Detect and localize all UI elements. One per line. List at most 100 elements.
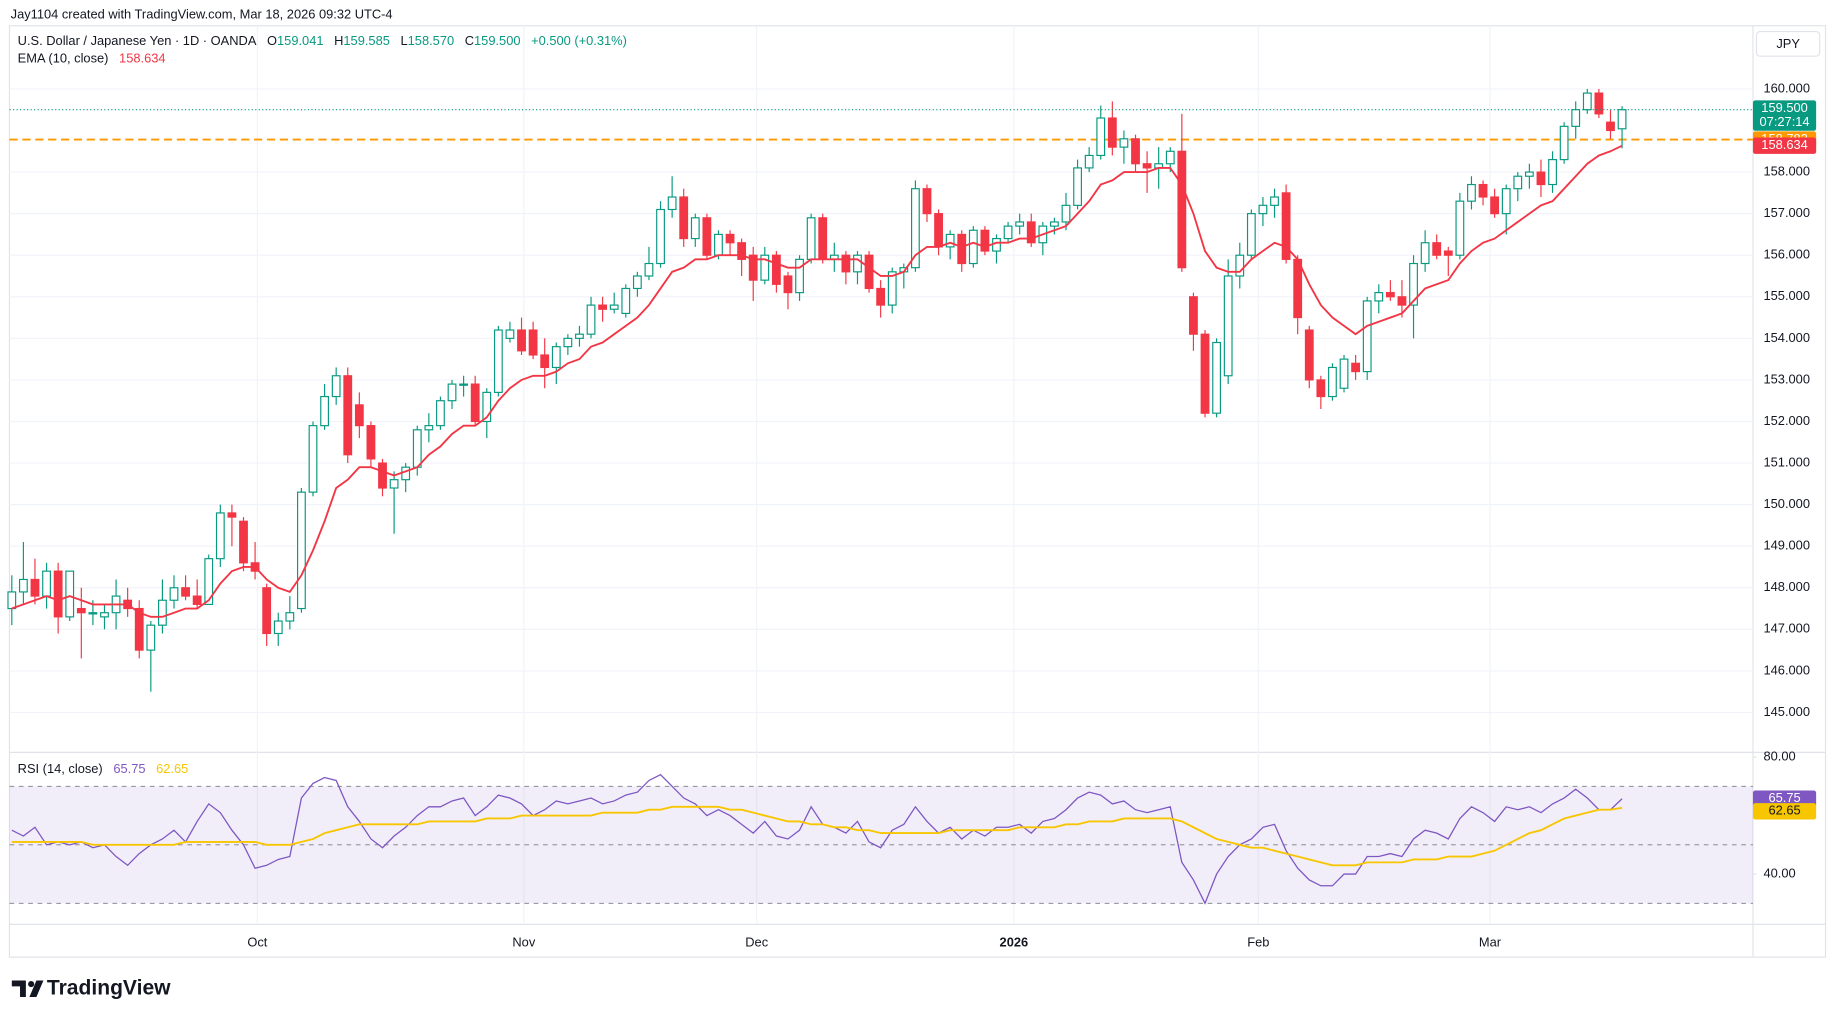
candle-body xyxy=(1374,292,1384,302)
y-tick-label: 152.000 xyxy=(1763,413,1809,428)
candle-body xyxy=(945,233,955,248)
candle-body xyxy=(540,354,550,369)
candle-body xyxy=(366,425,376,460)
candle-body xyxy=(1258,204,1268,215)
currency-button[interactable] xyxy=(1755,31,1821,57)
candle-body xyxy=(215,512,225,560)
candle-body xyxy=(1467,183,1476,202)
candle-body xyxy=(262,587,272,635)
candle-body xyxy=(864,254,874,290)
x-tick-label: Mar xyxy=(1479,935,1502,950)
candle-body xyxy=(771,254,781,285)
candle-body xyxy=(1385,292,1395,298)
rsi-name: RSI (14, close) xyxy=(18,761,103,776)
candle-body xyxy=(887,271,897,306)
candle-body xyxy=(632,275,642,290)
candle-body xyxy=(1246,213,1256,256)
price-badge-text: 159.500 xyxy=(1761,100,1807,115)
candle-body xyxy=(42,570,51,597)
candle-body xyxy=(181,587,190,597)
rsi-value: 65.75 xyxy=(113,761,145,776)
candle-body xyxy=(1606,121,1615,132)
candle-body xyxy=(320,395,329,427)
candle-body xyxy=(482,391,492,423)
brand: TradingView xyxy=(47,976,171,999)
candle-body xyxy=(806,217,816,260)
candle-body xyxy=(748,254,758,281)
change: +0.500 (+0.31%) xyxy=(531,34,627,49)
candle-body xyxy=(760,254,770,281)
candle-body xyxy=(1339,358,1349,389)
ema-legend: EMA (10, close) 158.634 xyxy=(18,51,166,66)
candle-body xyxy=(679,196,689,240)
candle-body xyxy=(436,400,445,427)
candle-body xyxy=(1536,171,1546,186)
candle-body xyxy=(841,254,851,273)
candle-body xyxy=(1548,159,1557,186)
candle-body xyxy=(88,612,98,615)
candle-body xyxy=(1281,192,1291,260)
candle-body xyxy=(343,375,353,456)
candle-body xyxy=(239,520,248,564)
candle-body xyxy=(1617,109,1627,130)
candle-body xyxy=(401,466,411,481)
candle-body xyxy=(1328,366,1337,398)
candle-body xyxy=(1443,250,1453,256)
chart-frame xyxy=(8,25,1827,958)
candle-body xyxy=(1061,204,1071,223)
price-badge xyxy=(1752,100,1817,131)
candle-body xyxy=(818,217,828,260)
y-tick-label: 146.000 xyxy=(1763,662,1809,677)
marks xyxy=(7,88,1753,905)
candle-body xyxy=(134,607,144,651)
candle-body xyxy=(1165,150,1175,165)
candle-body xyxy=(1107,117,1117,148)
ohlc-prefix: C xyxy=(465,34,474,49)
candle-body xyxy=(1478,183,1488,198)
y-tick-label: 154.000 xyxy=(1763,330,1809,345)
labels: U.S. Dollar / Japanese Yen · 1D · OANDA … xyxy=(18,31,1821,950)
candle-body xyxy=(702,217,712,256)
candle-body xyxy=(53,570,63,618)
x-tick-label: Dec xyxy=(745,935,768,950)
candle-body xyxy=(1432,242,1442,256)
currency[interactable]: JPY xyxy=(1776,36,1800,51)
logo-mark xyxy=(11,980,26,997)
candle-body xyxy=(1304,329,1314,381)
candle-body xyxy=(308,425,318,493)
candle-body xyxy=(621,287,631,314)
logo-mark xyxy=(29,980,44,997)
candle-body xyxy=(1084,154,1094,169)
candle-body xyxy=(192,595,202,605)
ohlc-prefix: L xyxy=(400,34,407,49)
candle-body xyxy=(1026,221,1036,244)
candle-body xyxy=(934,213,943,248)
candle-body xyxy=(1397,296,1407,306)
attribution: Jay1104 created with TradingView.com, Ma… xyxy=(11,7,393,22)
candle-body xyxy=(1513,175,1523,190)
y-tick-label: 155.000 xyxy=(1763,288,1809,303)
candle-body xyxy=(1096,117,1106,157)
candle-body xyxy=(853,254,862,273)
candle-body xyxy=(783,275,793,294)
candle-body xyxy=(980,229,990,252)
rsi-ma-badge xyxy=(1752,803,1817,820)
candle-body xyxy=(1119,138,1129,148)
candle-body xyxy=(7,591,17,610)
candle-body xyxy=(1409,262,1418,306)
y-tick-label: 40.00 xyxy=(1763,865,1795,880)
candle-body xyxy=(1189,296,1198,335)
candle-body xyxy=(737,242,747,260)
candle-body xyxy=(528,329,538,356)
candle-body xyxy=(412,429,422,468)
candle-body xyxy=(65,570,75,618)
candle-body xyxy=(204,558,214,605)
y-tick-label: 153.000 xyxy=(1763,371,1809,386)
rsi-badge xyxy=(1752,790,1817,807)
candle-body xyxy=(1235,254,1245,277)
ema-name: EMA (10, close) xyxy=(18,51,109,66)
candle-body xyxy=(1200,333,1210,414)
ema-badge xyxy=(1752,137,1817,154)
